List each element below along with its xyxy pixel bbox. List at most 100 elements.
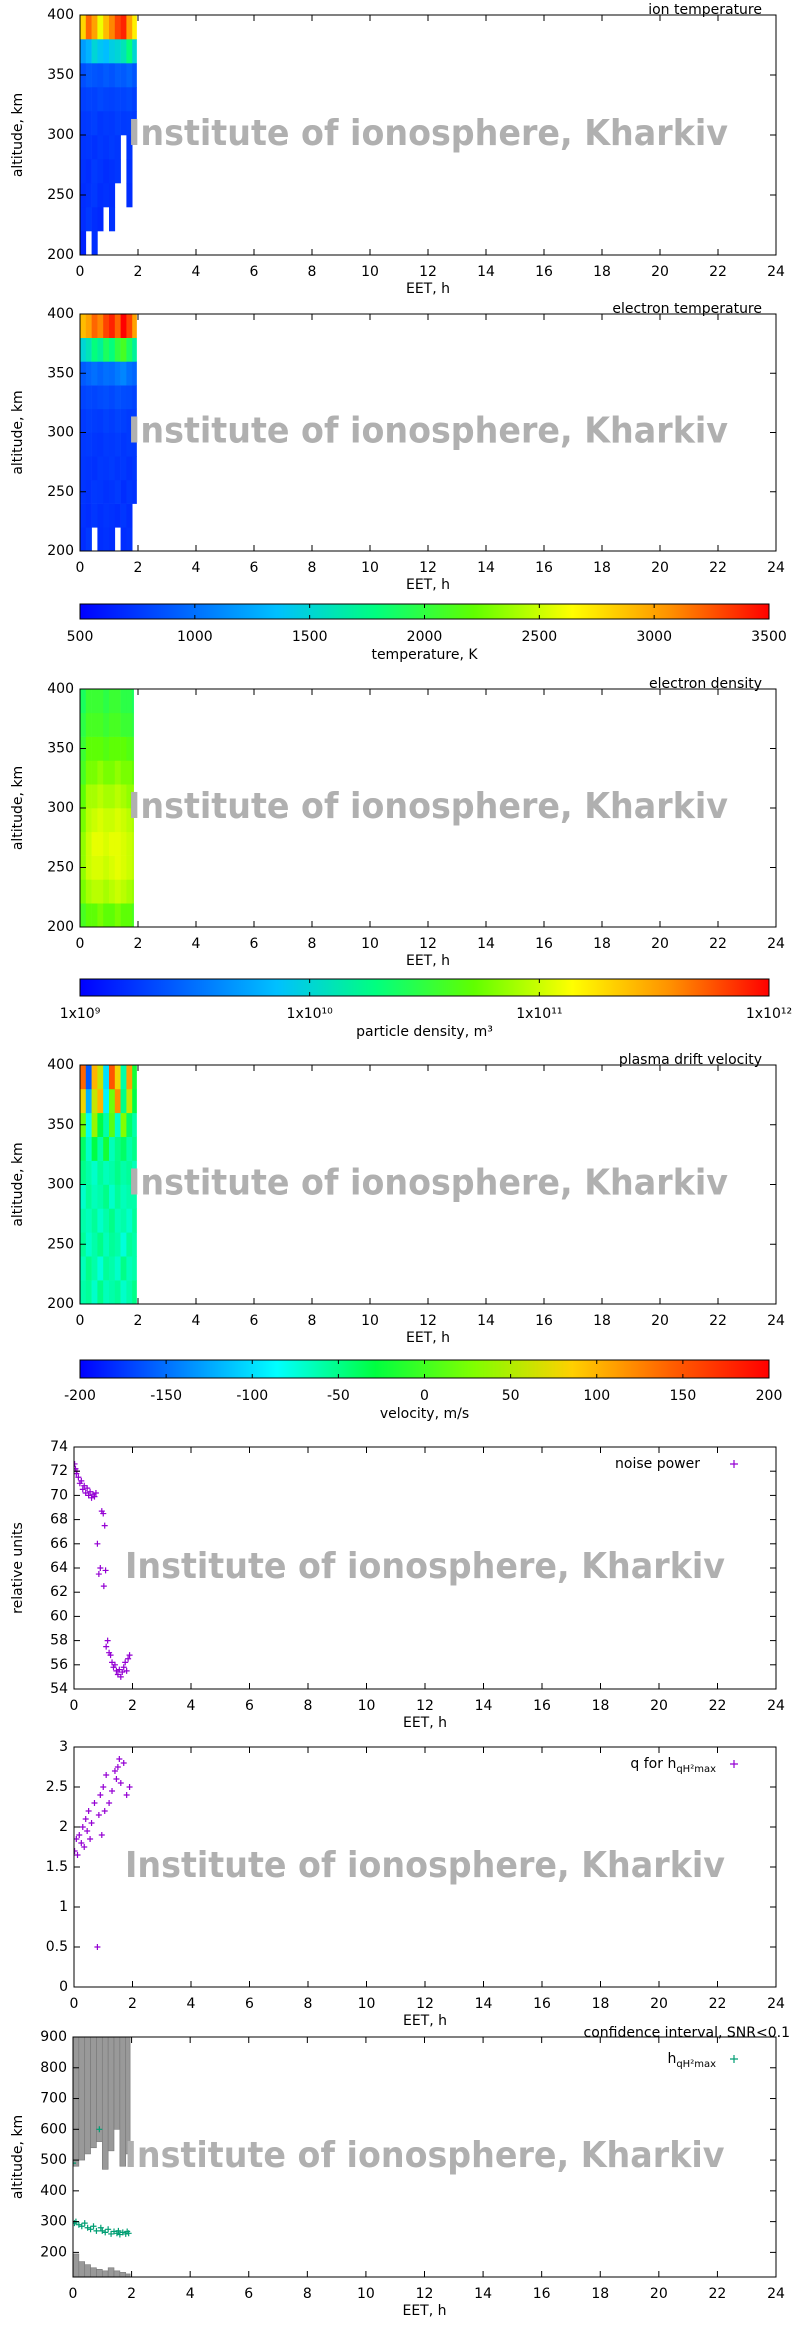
heat-cell xyxy=(85,689,92,714)
heat-cell xyxy=(85,1232,92,1257)
interval-bar xyxy=(101,2270,109,2277)
colorbar-tick-label: 100 xyxy=(583,1388,610,1404)
heat-cell xyxy=(132,479,137,504)
y-tick-label: 70 xyxy=(50,1487,68,1503)
heat-cell xyxy=(126,1088,133,1114)
point xyxy=(111,1768,118,1774)
x-tick-label: 20 xyxy=(650,1996,668,2012)
x-tick-label: 8 xyxy=(304,1698,313,1714)
heat-cell xyxy=(91,712,98,737)
x-tick-label: 2 xyxy=(134,1313,143,1329)
heat-cell xyxy=(80,808,87,833)
heat-cell xyxy=(126,361,133,386)
heat-cell xyxy=(80,111,87,136)
point xyxy=(115,2227,122,2234)
heat-cell xyxy=(80,432,87,457)
x-axis-label: EET, h xyxy=(403,2013,447,2029)
heat-cell xyxy=(126,314,133,338)
heat-cell xyxy=(80,39,87,64)
point xyxy=(100,1583,107,1590)
point xyxy=(73,2160,76,2167)
y-tick-label: 2.5 xyxy=(46,1779,68,1795)
heat-cell xyxy=(97,15,104,40)
point xyxy=(102,2229,109,2236)
point xyxy=(101,1808,108,1814)
x-tick-label: 24 xyxy=(767,264,785,280)
x-tick-label: 24 xyxy=(767,936,785,952)
heat-cell xyxy=(80,784,87,809)
point xyxy=(78,1477,85,1484)
heat-cell xyxy=(103,1280,110,1304)
x-tick-label: 10 xyxy=(357,2286,375,2302)
heat-cell xyxy=(126,1112,133,1137)
point xyxy=(93,2227,100,2234)
heat-cell xyxy=(126,689,133,714)
heat-cell xyxy=(103,1065,110,1090)
heat-cell xyxy=(91,337,98,362)
heat-cell xyxy=(91,361,98,386)
watermark: Institute of ionosphere, Kharkiv xyxy=(128,786,728,827)
y-tick-label: 350 xyxy=(47,67,74,83)
heat-cell xyxy=(114,1208,121,1233)
y-tick-label: 68 xyxy=(50,1512,68,1528)
point xyxy=(97,1792,104,1798)
heat-cell xyxy=(126,1065,133,1090)
colorbar-tick-label: 2000 xyxy=(407,629,443,645)
heat-cell xyxy=(103,1112,110,1137)
heat-cell xyxy=(85,1112,92,1137)
heat-cell xyxy=(103,385,110,410)
heat-cell xyxy=(97,337,104,362)
x-tick-label: 18 xyxy=(593,560,611,576)
plot-data xyxy=(80,15,137,255)
x-tick-label: 14 xyxy=(475,1996,493,2012)
heat-cell xyxy=(85,1280,92,1304)
heat-cell xyxy=(91,1232,98,1257)
heat-cell xyxy=(109,808,116,833)
heat-cell xyxy=(85,87,92,112)
heat-cell xyxy=(126,760,133,785)
heat-cell xyxy=(114,831,121,856)
heat-cell xyxy=(120,855,127,880)
heat-cell xyxy=(109,1280,116,1304)
heat-cell xyxy=(103,159,110,184)
y-tick-label: 400 xyxy=(47,306,74,322)
heat-cell xyxy=(109,385,116,410)
colorbar-tick-label: 0 xyxy=(420,1388,429,1404)
heat-cell xyxy=(120,63,127,88)
heat-cell xyxy=(114,135,121,160)
x-tick-label: 0 xyxy=(76,936,85,952)
point xyxy=(114,1764,121,1770)
heat-cell xyxy=(120,712,127,737)
heat-cell xyxy=(126,15,133,40)
colorbar-tick-label: 1x10⁹ xyxy=(60,1006,101,1022)
heat-cell xyxy=(91,1160,98,1185)
watermark: Institute of ionosphere, Kharkiv xyxy=(125,1845,725,1886)
x-tick-label: 8 xyxy=(308,1313,317,1329)
heat-cell xyxy=(85,159,92,184)
point xyxy=(109,1788,116,1794)
heat-cell xyxy=(91,479,98,504)
heat-cell xyxy=(80,879,87,904)
heat-cell xyxy=(126,1184,133,1209)
heat-cell xyxy=(80,503,87,528)
heat-cell xyxy=(109,527,116,551)
point xyxy=(74,1848,78,1854)
point xyxy=(79,1824,86,1830)
heat-cell xyxy=(114,1280,121,1304)
x-tick-label: 14 xyxy=(474,2286,492,2302)
heat-cell xyxy=(109,760,116,785)
watermark: Institute of ionosphere, Kharkiv xyxy=(128,411,728,452)
heat-cell xyxy=(114,385,121,410)
point xyxy=(122,1659,129,1666)
heat-cell xyxy=(97,1208,104,1233)
heat-cell xyxy=(126,135,133,160)
heat-cell xyxy=(91,1208,98,1233)
heat-cell xyxy=(109,784,116,809)
heat-cell xyxy=(103,712,110,737)
x-tick-label: 4 xyxy=(192,560,201,576)
heat-cell xyxy=(91,432,98,457)
x-tick-label: 10 xyxy=(361,264,379,280)
heat-cell xyxy=(132,63,137,88)
legend-name: q for h xyxy=(630,1756,676,1772)
heat-cell xyxy=(132,432,137,457)
